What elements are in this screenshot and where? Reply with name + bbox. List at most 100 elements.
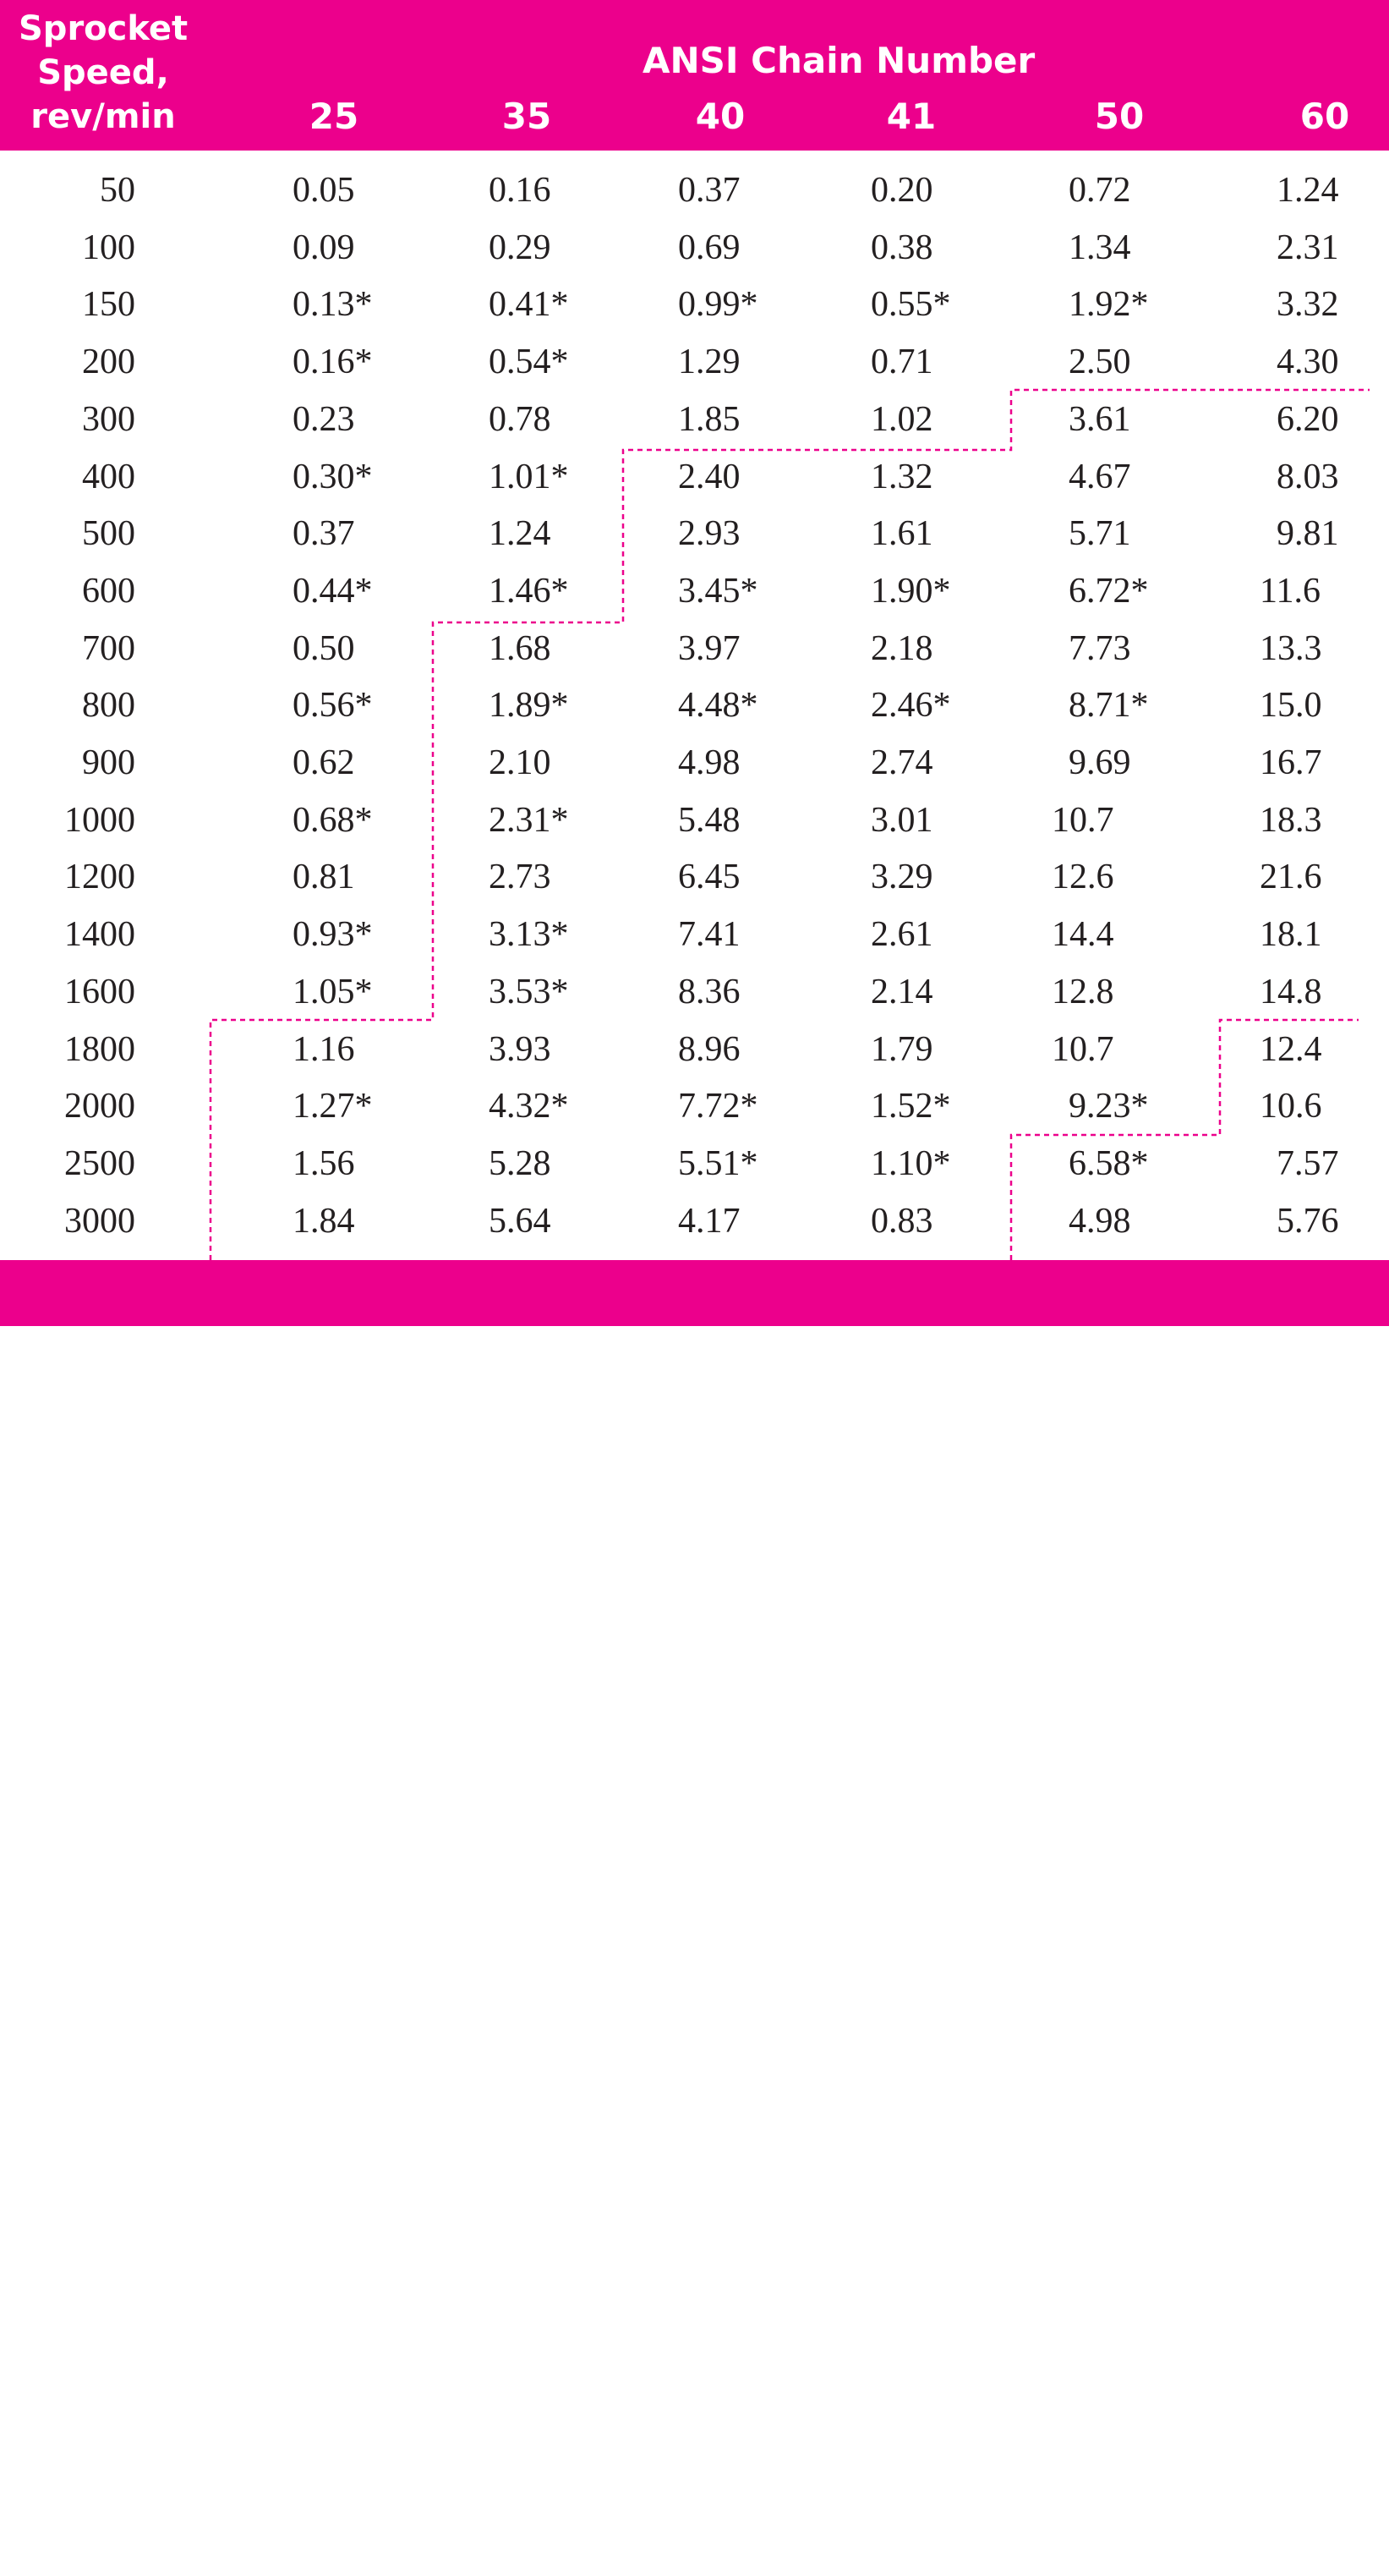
value-cell: 14.8 <box>1260 972 1322 1011</box>
value-cell: 2.18 <box>871 628 933 668</box>
speed-column-header: Sprocket Speed, rev/min <box>19 7 188 139</box>
value-cell: 0.38 <box>871 227 933 267</box>
type-a-b-boundary <box>209 388 1370 1260</box>
speed-cell: 300 <box>82 399 135 439</box>
value-cell: 4.32* <box>489 1087 569 1126</box>
speed-cell: 100 <box>82 227 135 267</box>
value-cell: 7.41 <box>678 915 741 955</box>
value-cell: 9.81 <box>1277 514 1339 554</box>
value-cell: 0.37 <box>293 514 355 554</box>
value-cell: 6.72* <box>1069 571 1149 611</box>
value-cell: 0.44* <box>293 571 373 611</box>
speed-cell: 1200 <box>64 858 135 897</box>
value-cell: 2.46* <box>871 686 951 726</box>
value-cell: 7.57 <box>1277 1143 1339 1183</box>
value-cell: 0.54* <box>489 343 569 382</box>
value-cell: 1.29 <box>678 343 741 382</box>
value-cell: 2.31* <box>489 800 569 840</box>
value-cell: 18.3 <box>1260 800 1322 840</box>
value-cell: 0.13* <box>293 285 373 325</box>
value-cell: 10.6 <box>1260 1087 1322 1126</box>
type-b-c-boundary <box>1009 1018 1359 1260</box>
value-cell: 0.93* <box>293 915 373 955</box>
speed-cell: 2000 <box>64 1087 135 1126</box>
value-cell: 0.20 <box>871 171 933 210</box>
value-cell: 21.6 <box>1260 858 1322 897</box>
value-cell: 9.69 <box>1069 743 1131 782</box>
value-cell: 1.52* <box>871 1087 951 1126</box>
value-cell: 7.73 <box>1069 628 1131 668</box>
value-cell: 1.24 <box>489 514 551 554</box>
speed-cell: 1400 <box>64 915 135 955</box>
value-cell: 5.71 <box>1069 514 1131 554</box>
value-cell: 4.98 <box>1069 1201 1131 1241</box>
value-cell: 2.10 <box>489 743 551 782</box>
value-cell: 10.7 <box>1052 1029 1114 1069</box>
value-cell: 13.3 <box>1260 628 1322 668</box>
value-cell: 1.90* <box>871 571 951 611</box>
value-cell: 5.76 <box>1277 1201 1339 1241</box>
value-cell: 3.13* <box>489 915 569 955</box>
value-cell: 6.45 <box>678 858 741 897</box>
table-header-band: Sprocket Speed, rev/min ANSI Chain Numbe… <box>0 0 1389 151</box>
value-cell: 8.71* <box>1069 686 1149 726</box>
value-cell: 1.10* <box>871 1143 951 1183</box>
value-cell: 0.69 <box>678 227 741 267</box>
value-cell: 11.6 <box>1260 571 1321 611</box>
value-cell: 5.64 <box>489 1201 551 1241</box>
value-cell: 1.16 <box>293 1029 355 1069</box>
speed-cell: 500 <box>82 514 135 554</box>
value-cell: 0.83 <box>871 1201 933 1241</box>
speed-cell: 200 <box>82 343 135 382</box>
value-cell: 3.29 <box>871 858 933 897</box>
value-cell: 0.37 <box>678 171 741 210</box>
value-cell: 9.23* <box>1069 1087 1149 1126</box>
value-cell: 18.1 <box>1260 915 1322 955</box>
value-cell: 14.4 <box>1052 915 1114 955</box>
value-cell: 2.93 <box>678 514 741 554</box>
speed-header-line: Speed, <box>37 53 169 92</box>
value-cell: 3.93 <box>489 1029 551 1069</box>
value-cell: 0.30* <box>293 457 373 496</box>
value-cell: 3.32 <box>1277 285 1339 325</box>
value-cell: 0.71 <box>871 343 933 382</box>
value-cell: 8.96 <box>678 1029 741 1069</box>
speed-cell: 1800 <box>64 1029 135 1069</box>
value-cell: 1.79 <box>871 1029 933 1069</box>
value-cell: 7.72* <box>678 1087 758 1126</box>
value-cell: 3.53* <box>489 972 569 1011</box>
value-cell: 4.17 <box>678 1201 741 1241</box>
value-cell: 0.41* <box>489 285 569 325</box>
chain-number-60: 60 <box>1299 96 1350 137</box>
chain-number-41: 41 <box>886 96 937 137</box>
type-c-label: Type C <box>1158 2533 1290 2574</box>
value-cell: 1.24 <box>1277 171 1339 210</box>
value-cell: 0.29 <box>489 227 551 267</box>
value-cell: 12.8 <box>1052 972 1114 1011</box>
value-cell: 1.34 <box>1069 227 1131 267</box>
type-a-label: Type A <box>37 2533 170 2574</box>
speed-cell: 1600 <box>64 972 135 1011</box>
chain-number-35: 35 <box>501 96 552 137</box>
value-cell: 1.85 <box>678 399 741 439</box>
value-cell: 5.28 <box>489 1143 551 1183</box>
speed-cell: 800 <box>82 686 135 726</box>
value-cell: 3.97 <box>678 628 741 668</box>
speed-cell: 700 <box>82 628 135 668</box>
value-cell: 0.16* <box>293 343 373 382</box>
value-cell: 0.55* <box>871 285 951 325</box>
value-cell: 4.98 <box>678 743 741 782</box>
value-cell: 0.23 <box>293 399 355 439</box>
value-cell: 1.01* <box>489 457 569 496</box>
lubrication-type-boundaries <box>209 388 1370 1260</box>
value-cell: 1.05* <box>293 972 373 1011</box>
value-cell: 3.01 <box>871 800 933 840</box>
value-cell: 1.46* <box>489 571 569 611</box>
value-cell: 4.30 <box>1277 343 1339 382</box>
value-cell: 0.50 <box>293 628 355 668</box>
value-cell: 0.62 <box>293 743 355 782</box>
value-cell: 16.7 <box>1260 743 1322 782</box>
chain-number-40: 40 <box>695 96 746 137</box>
speed-header-line: Sprocket <box>19 9 189 48</box>
value-cell: 5.48 <box>678 800 741 840</box>
